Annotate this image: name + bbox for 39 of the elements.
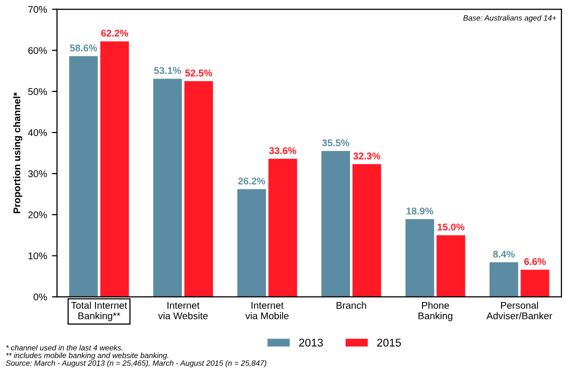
bar: [352, 164, 382, 297]
legend-label: 2013: [299, 338, 323, 347]
y-tick-label: 60%: [28, 47, 47, 54]
data-label: 53.1%: [154, 67, 182, 74]
x-tick-label: Personal Adviser/Banker: [486, 302, 552, 320]
data-label: 58.6%: [70, 44, 98, 52]
y-tick-label: 10%: [28, 252, 47, 260]
y-tick-label: 30%: [28, 170, 47, 178]
data-label: 6.6%: [524, 258, 546, 265]
x-tick-label: Branch: [336, 302, 366, 309]
data-label: 32.3%: [353, 152, 380, 160]
bar: [153, 78, 182, 297]
bar: [237, 189, 266, 297]
x-tick-label: Total Internet Banking**: [71, 302, 128, 322]
x-tick-label: Internet via Mobile: [245, 302, 289, 320]
data-label: 62.2%: [101, 30, 128, 37]
data-label: 18.9%: [406, 208, 434, 214]
data-label: 52.5%: [185, 70, 212, 76]
legend-label: 2015: [377, 338, 401, 347]
y-tick-label: 70%: [28, 6, 47, 13]
data-label: 35.5%: [322, 139, 350, 146]
bar: [321, 150, 350, 297]
data-label: 26.2%: [238, 178, 266, 184]
y-axis-title: Proportion using channel*: [13, 92, 22, 214]
bar: [184, 81, 213, 297]
bar: [520, 270, 550, 297]
y-tick-label: 20%: [28, 211, 47, 218]
bar: [490, 262, 518, 297]
bar: [405, 219, 434, 297]
bar: [268, 158, 298, 297]
y-tick-label: 0%: [34, 294, 47, 300]
bar: [436, 235, 466, 297]
y-tick-label: 50%: [28, 88, 47, 96]
x-tick-label: Internet via Website: [158, 302, 208, 320]
data-label: 8.4%: [493, 250, 515, 258]
data-label: 33.6%: [269, 147, 296, 154]
data-label: 15.0%: [438, 224, 464, 230]
x-tick-label: Phone Banking: [418, 302, 452, 322]
y-tick-label: 40%: [28, 129, 47, 136]
